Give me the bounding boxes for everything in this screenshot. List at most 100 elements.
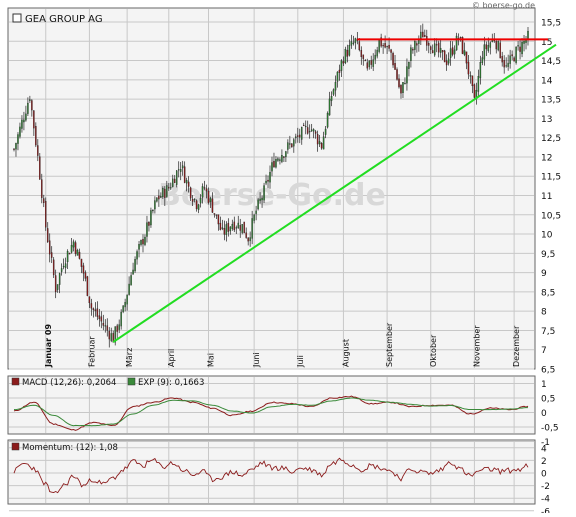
candle-body [179,168,182,172]
candle-body [320,143,323,149]
candle-body [293,139,295,147]
candle-body [439,47,442,53]
price-y-tick: 7 [541,346,547,356]
candle-body [92,308,95,310]
candle-body [364,60,367,62]
candle-body [507,62,509,67]
candle-body [249,237,251,242]
candle-body [189,187,192,199]
candle-body [376,49,378,57]
candle-body [368,60,370,68]
candle-body [80,258,83,267]
candle-body [239,225,241,231]
candle-body [261,197,263,201]
candle-body [406,66,408,84]
candle-body [76,250,79,256]
candle-body [19,126,21,137]
candle-body [489,42,492,48]
candle-body [400,84,402,94]
candle-body [205,188,208,192]
candle-body [140,240,142,245]
candle-body [94,309,97,312]
candle-body [191,199,194,202]
candle-body [45,201,47,228]
candle-body [217,214,220,225]
candle-body [211,198,214,213]
candle-body [384,43,386,48]
candle-body [481,57,484,63]
candle-body [33,110,35,129]
candle-body [519,46,521,52]
candle-body [225,224,228,235]
macd-y-tick: 0,5 [541,395,555,405]
month-label: Januar 09 [44,324,53,368]
candle-body [358,41,361,51]
candle-body [449,48,452,58]
candle-body [124,301,126,308]
signal-line [13,397,528,427]
candle-body [102,322,105,326]
copyright: © boerse-go.de [472,1,535,10]
candle-body [64,263,67,268]
candle-body [386,45,388,48]
candle-body [285,151,287,158]
candle-body [326,113,329,128]
price-y-tick: 12 [541,153,552,163]
candle-body [513,57,515,62]
candle-body [455,35,458,51]
candle-body [348,45,351,56]
month-labels: Januar 09 Februar März April Mai Juni Juli Augu… [44,322,521,368]
candle-body [162,188,164,198]
candlestick-series [13,23,529,348]
candle-body [511,54,513,57]
candle-body [354,38,357,43]
candle-body [467,61,470,75]
signal-legend-label: EXP (9): 0,1663 [138,378,204,388]
price-panel [7,7,536,370]
candle-body [138,244,140,250]
candle-body [420,31,422,39]
candle-body [90,303,93,309]
candle-body [60,268,63,272]
momentum-y-tick: 2 [541,457,547,467]
candle-body [501,56,503,63]
candle-body [485,44,488,50]
candle-body [193,198,196,200]
candle-body [235,227,238,229]
candle-body [166,185,168,198]
title-box-icon [12,13,22,23]
candle-body [451,47,454,55]
candle-body [346,50,349,57]
month-label: August [341,339,350,367]
candle-body [48,240,51,255]
candle-body [23,119,25,123]
macd-y-tick: -0,5 [541,424,559,434]
month-label: April [167,349,176,367]
candle-body [495,41,497,50]
candle-body [372,59,374,67]
price-y-tick: 10,5 [541,211,561,221]
chart-title: GEA GROUP AG [25,14,103,25]
candle-body [13,148,15,150]
candle-body [21,119,23,129]
candle-body [340,60,343,71]
candle-body [136,251,138,260]
momentum-legend-label: Momentum: (12): 1,08 [22,443,118,453]
month-label: Februar [87,336,96,367]
price-y-tick: 13,5 [541,96,561,106]
month-label: Juni [252,352,261,368]
month-label: September [385,322,394,367]
candle-body [433,43,436,56]
price-y-tick: 9,5 [541,250,555,260]
candle-body [297,135,299,137]
month-label: März [125,348,134,367]
month-label: Juli [296,355,305,368]
candle-body [431,50,434,54]
candle-body [66,251,69,263]
candle-body [229,226,232,232]
candle-body [251,218,253,239]
candle-body [273,160,275,168]
candle-body [445,60,448,66]
candle-body [164,188,166,198]
candle-body [203,187,206,189]
